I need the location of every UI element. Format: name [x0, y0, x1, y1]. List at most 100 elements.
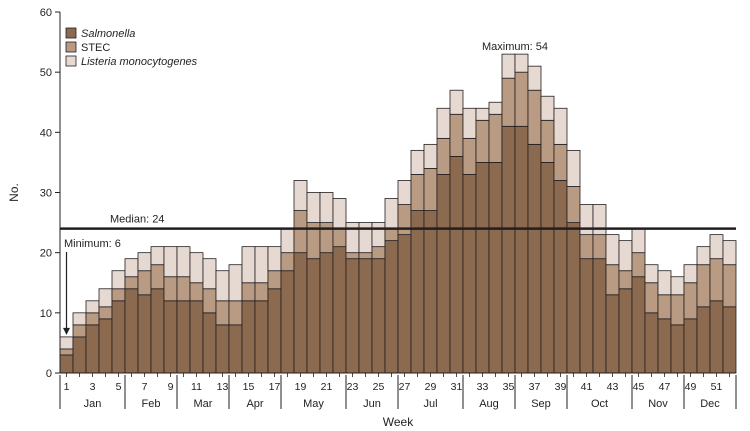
- bar-week-21-series-1: [319, 222, 334, 254]
- bar-week-1-series-1: [59, 348, 74, 356]
- bar-week-49-series-2: [683, 264, 698, 284]
- x-tick-label-25: 25: [373, 381, 385, 393]
- bar-week-31-series-1: [449, 113, 464, 157]
- month-label-Nov: Nov: [648, 398, 668, 410]
- minimum-arrowhead: [63, 327, 70, 335]
- bar-week-10-series-1: [176, 276, 191, 302]
- bar-week-9-series-0: [163, 300, 178, 374]
- bar-week-41-series-2: [579, 204, 594, 236]
- x-tick-label-23: 23: [347, 381, 359, 393]
- bar-week-17-series-1: [267, 270, 282, 290]
- bar-week-44-series-0: [618, 288, 633, 374]
- bar-week-6-series-1: [124, 276, 139, 290]
- month-label-May: May: [303, 398, 324, 410]
- bar-week-49-series-0: [683, 318, 698, 374]
- bar-week-45-series-1: [631, 252, 646, 278]
- bar-week-43-series-1: [605, 264, 620, 296]
- y-tick-label-60: 60: [40, 7, 52, 19]
- bar-week-31-series-2: [449, 89, 464, 115]
- bar-week-1-series-2: [59, 336, 74, 350]
- month-label-Jan: Jan: [84, 398, 102, 410]
- bar-week-14-series-2: [228, 264, 243, 302]
- bar-week-19-series-1: [293, 210, 308, 254]
- bar-week-26-series-2: [384, 198, 399, 230]
- bar-week-14-series-1: [228, 300, 243, 326]
- y-ticks: 0 10 20 30 40 50 60: [40, 7, 60, 380]
- legend-swatch-1: [65, 41, 77, 53]
- bar-week-19-series-0: [293, 252, 308, 374]
- x-tick-label-5: 5: [116, 381, 122, 393]
- bar-week-36-series-2: [514, 53, 529, 73]
- bar-week-21-series-2: [319, 192, 334, 223]
- y-tick-label-10: 10: [40, 308, 52, 320]
- x-tick-label-27: 27: [399, 381, 411, 393]
- legend-label-0: Salmonella: [81, 28, 135, 40]
- month-label-Apr: Apr: [246, 398, 263, 410]
- bar-week-30-series-1: [436, 137, 451, 175]
- bar-week-43-series-0: [605, 294, 620, 374]
- bar-week-10-series-0: [176, 300, 191, 374]
- bar-week-24-series-1: [358, 252, 373, 260]
- bar-week-47-series-2: [657, 270, 672, 296]
- bar-week-11-series-2: [189, 252, 204, 284]
- x-tick-label-37: 37: [529, 381, 541, 393]
- bar-week-37-series-1: [527, 89, 542, 145]
- bar-week-25-series-2: [371, 222, 386, 248]
- legend-swatch-2: [65, 55, 77, 67]
- x-tick-label-9: 9: [168, 381, 174, 393]
- bar-week-31-series-0: [449, 155, 464, 374]
- bar-week-51-series-1: [709, 258, 724, 302]
- bar-week-6-series-2: [124, 258, 139, 278]
- x-tick-label-51: 51: [711, 381, 723, 393]
- bar-week-13-series-1: [215, 300, 230, 326]
- x-tick-label-35: 35: [503, 381, 515, 393]
- maximum-annotation: Maximum: 54: [482, 41, 548, 53]
- bar-week-32-series-2: [462, 107, 477, 139]
- bar-week-33-series-0: [475, 162, 490, 374]
- bar-week-29-series-1: [423, 168, 438, 211]
- bar-week-23-series-2: [345, 222, 360, 254]
- bar-week-34-series-2: [488, 101, 503, 115]
- month-label-Aug: Aug: [479, 398, 499, 410]
- bar-week-52-series-0: [722, 306, 737, 374]
- x-tick-label-1: 1: [64, 381, 70, 393]
- bar-week-15-series-2: [241, 246, 256, 284]
- bar-week-39-series-0: [553, 180, 568, 374]
- legend-label-2: Listeria monocytogenes: [81, 56, 198, 68]
- bar-week-42-series-0: [592, 258, 607, 374]
- bar-week-22-series-2: [332, 198, 347, 230]
- bar-week-2-series-0: [72, 336, 87, 374]
- bar-week-27-series-1: [397, 204, 412, 236]
- x-tick-label-15: 15: [243, 381, 255, 393]
- bar-week-52-series-2: [722, 240, 737, 266]
- bar-week-50-series-1: [696, 264, 711, 308]
- bar-week-28-series-1: [410, 174, 425, 211]
- bar-week-17-series-2: [267, 246, 282, 272]
- bar-week-14-series-0: [228, 324, 243, 374]
- bar-week-29-series-2: [423, 143, 438, 169]
- bar-week-44-series-1: [618, 270, 633, 290]
- bar-week-38-series-1: [540, 119, 555, 163]
- bar-week-50-series-2: [696, 246, 711, 266]
- bar-week-8-series-1: [150, 264, 165, 290]
- x-tick-label-13: 13: [217, 381, 229, 393]
- bar-week-28-series-0: [410, 210, 425, 374]
- bar-week-39-series-1: [553, 143, 568, 181]
- bar-week-3-series-0: [85, 324, 100, 374]
- bar-week-20-series-2: [306, 192, 321, 223]
- bar-week-2-series-1: [72, 324, 87, 338]
- bar-week-40-series-2: [566, 149, 581, 187]
- bar-week-4-series-1: [98, 306, 113, 320]
- bar-week-51-series-0: [709, 300, 724, 374]
- bar-week-13-series-2: [215, 270, 230, 302]
- bar-week-7-series-0: [137, 294, 152, 374]
- bar-week-23-series-1: [345, 252, 360, 260]
- legend: Salmonella STEC Listeria monocytogenes: [65, 27, 198, 68]
- x-tick-label-45: 45: [633, 381, 645, 393]
- y-tick-label-30: 30: [40, 188, 52, 200]
- bar-week-50-series-0: [696, 306, 711, 374]
- x-tick-label-39: 39: [555, 381, 567, 393]
- bar-week-19-series-2: [293, 180, 308, 211]
- bar-week-48-series-1: [670, 294, 685, 326]
